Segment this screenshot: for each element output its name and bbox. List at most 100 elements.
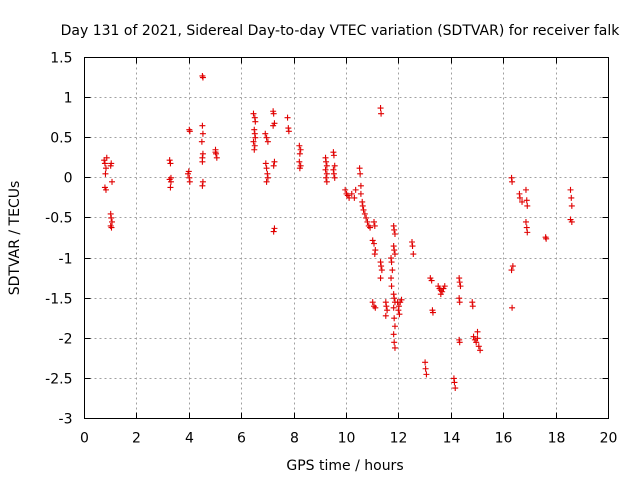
data-point	[474, 335, 481, 342]
data-point	[378, 110, 385, 117]
data-point	[372, 304, 379, 311]
x-tick-label: 8	[290, 431, 299, 447]
y-tick-label: 0.5	[50, 131, 72, 147]
y-tick-label: -1.5	[45, 292, 72, 308]
data-point	[167, 178, 174, 185]
data-point	[323, 178, 330, 185]
data-point	[423, 371, 430, 378]
y-tick-label: 0	[64, 171, 73, 187]
data-point	[391, 315, 398, 322]
data-point	[369, 299, 376, 306]
data-point	[474, 328, 481, 335]
data-point	[363, 214, 370, 221]
data-point	[470, 333, 477, 340]
x-tick-label: 10	[338, 431, 356, 447]
data-point	[396, 311, 403, 318]
data-point	[391, 230, 398, 237]
data-point	[568, 218, 575, 225]
data-point	[331, 162, 338, 169]
x-tick-label: 14	[443, 431, 461, 447]
data-point	[102, 165, 109, 172]
data-point	[270, 162, 277, 169]
y-axis-tick-labels: -3 -2.5 -2 -1.5 -1 -0.5 0 0.5 1 1.5	[45, 51, 72, 428]
data-point	[391, 295, 398, 302]
y-tick-label: -0.5	[45, 211, 72, 227]
data-point	[271, 158, 278, 165]
x-tick-label: 2	[132, 431, 141, 447]
data-point	[398, 296, 405, 303]
data-point	[108, 224, 115, 231]
data-point	[410, 251, 417, 258]
data-point	[271, 225, 278, 232]
data-point	[422, 359, 429, 366]
data-point	[516, 194, 523, 201]
data-point	[509, 304, 516, 311]
data-point	[323, 170, 330, 177]
data-point	[185, 168, 192, 175]
data-point	[323, 158, 330, 165]
data-point	[477, 347, 484, 354]
data-point	[263, 165, 270, 172]
data-point	[437, 291, 444, 298]
data-point	[378, 267, 385, 274]
data-point	[469, 303, 476, 310]
data-point	[199, 122, 206, 129]
x-axis-tick-labels: 0 2 4 6 8 10 12 14 16 18 20	[80, 431, 617, 447]
data-point	[356, 165, 363, 172]
data-point	[475, 343, 482, 350]
data-point	[330, 170, 337, 177]
data-point	[284, 114, 291, 121]
data-point	[378, 263, 385, 270]
data-point	[108, 160, 115, 167]
data-point	[409, 243, 416, 250]
data-point	[369, 237, 376, 244]
data-point	[102, 170, 109, 177]
x-tick-label: 0	[80, 431, 89, 447]
data-point	[357, 182, 364, 189]
data-point	[331, 174, 338, 181]
x-tick-label: 12	[390, 431, 408, 447]
data-point	[452, 385, 459, 392]
data-point	[367, 224, 374, 231]
data-point	[360, 206, 367, 213]
data-point	[262, 160, 269, 167]
data-point	[199, 74, 206, 81]
data-point	[524, 229, 531, 236]
data-point	[428, 277, 435, 284]
x-tick-label: 16	[495, 431, 513, 447]
data-point	[285, 128, 292, 135]
data-point	[186, 178, 193, 185]
data-point	[264, 138, 271, 145]
data-point	[322, 166, 329, 173]
data-point	[103, 154, 110, 161]
data-point	[101, 160, 108, 167]
data-point	[383, 303, 390, 310]
data-point	[323, 162, 330, 169]
data-point	[519, 198, 526, 205]
data-point	[456, 279, 463, 286]
data-point	[352, 186, 359, 193]
data-point	[109, 218, 116, 225]
data-point	[252, 134, 259, 141]
data-point	[391, 247, 398, 254]
data-point	[166, 157, 173, 164]
data-point	[270, 110, 277, 117]
data-point	[359, 202, 366, 209]
data-point	[330, 152, 337, 159]
data-point	[323, 174, 330, 181]
data-point	[390, 304, 397, 311]
data-point	[391, 339, 398, 346]
data-point	[351, 194, 358, 201]
data-point	[109, 178, 116, 185]
chart-title: Day 131 of 2021, Sidereal Day-to-day VTE…	[61, 23, 621, 39]
data-point	[263, 134, 270, 141]
data-point	[250, 138, 257, 145]
data-point	[395, 307, 402, 314]
data-point	[389, 267, 396, 274]
data-point	[108, 214, 115, 221]
data-point	[199, 158, 206, 165]
data-points	[101, 72, 575, 392]
data-point	[391, 226, 398, 233]
grid-lines	[84, 57, 609, 419]
